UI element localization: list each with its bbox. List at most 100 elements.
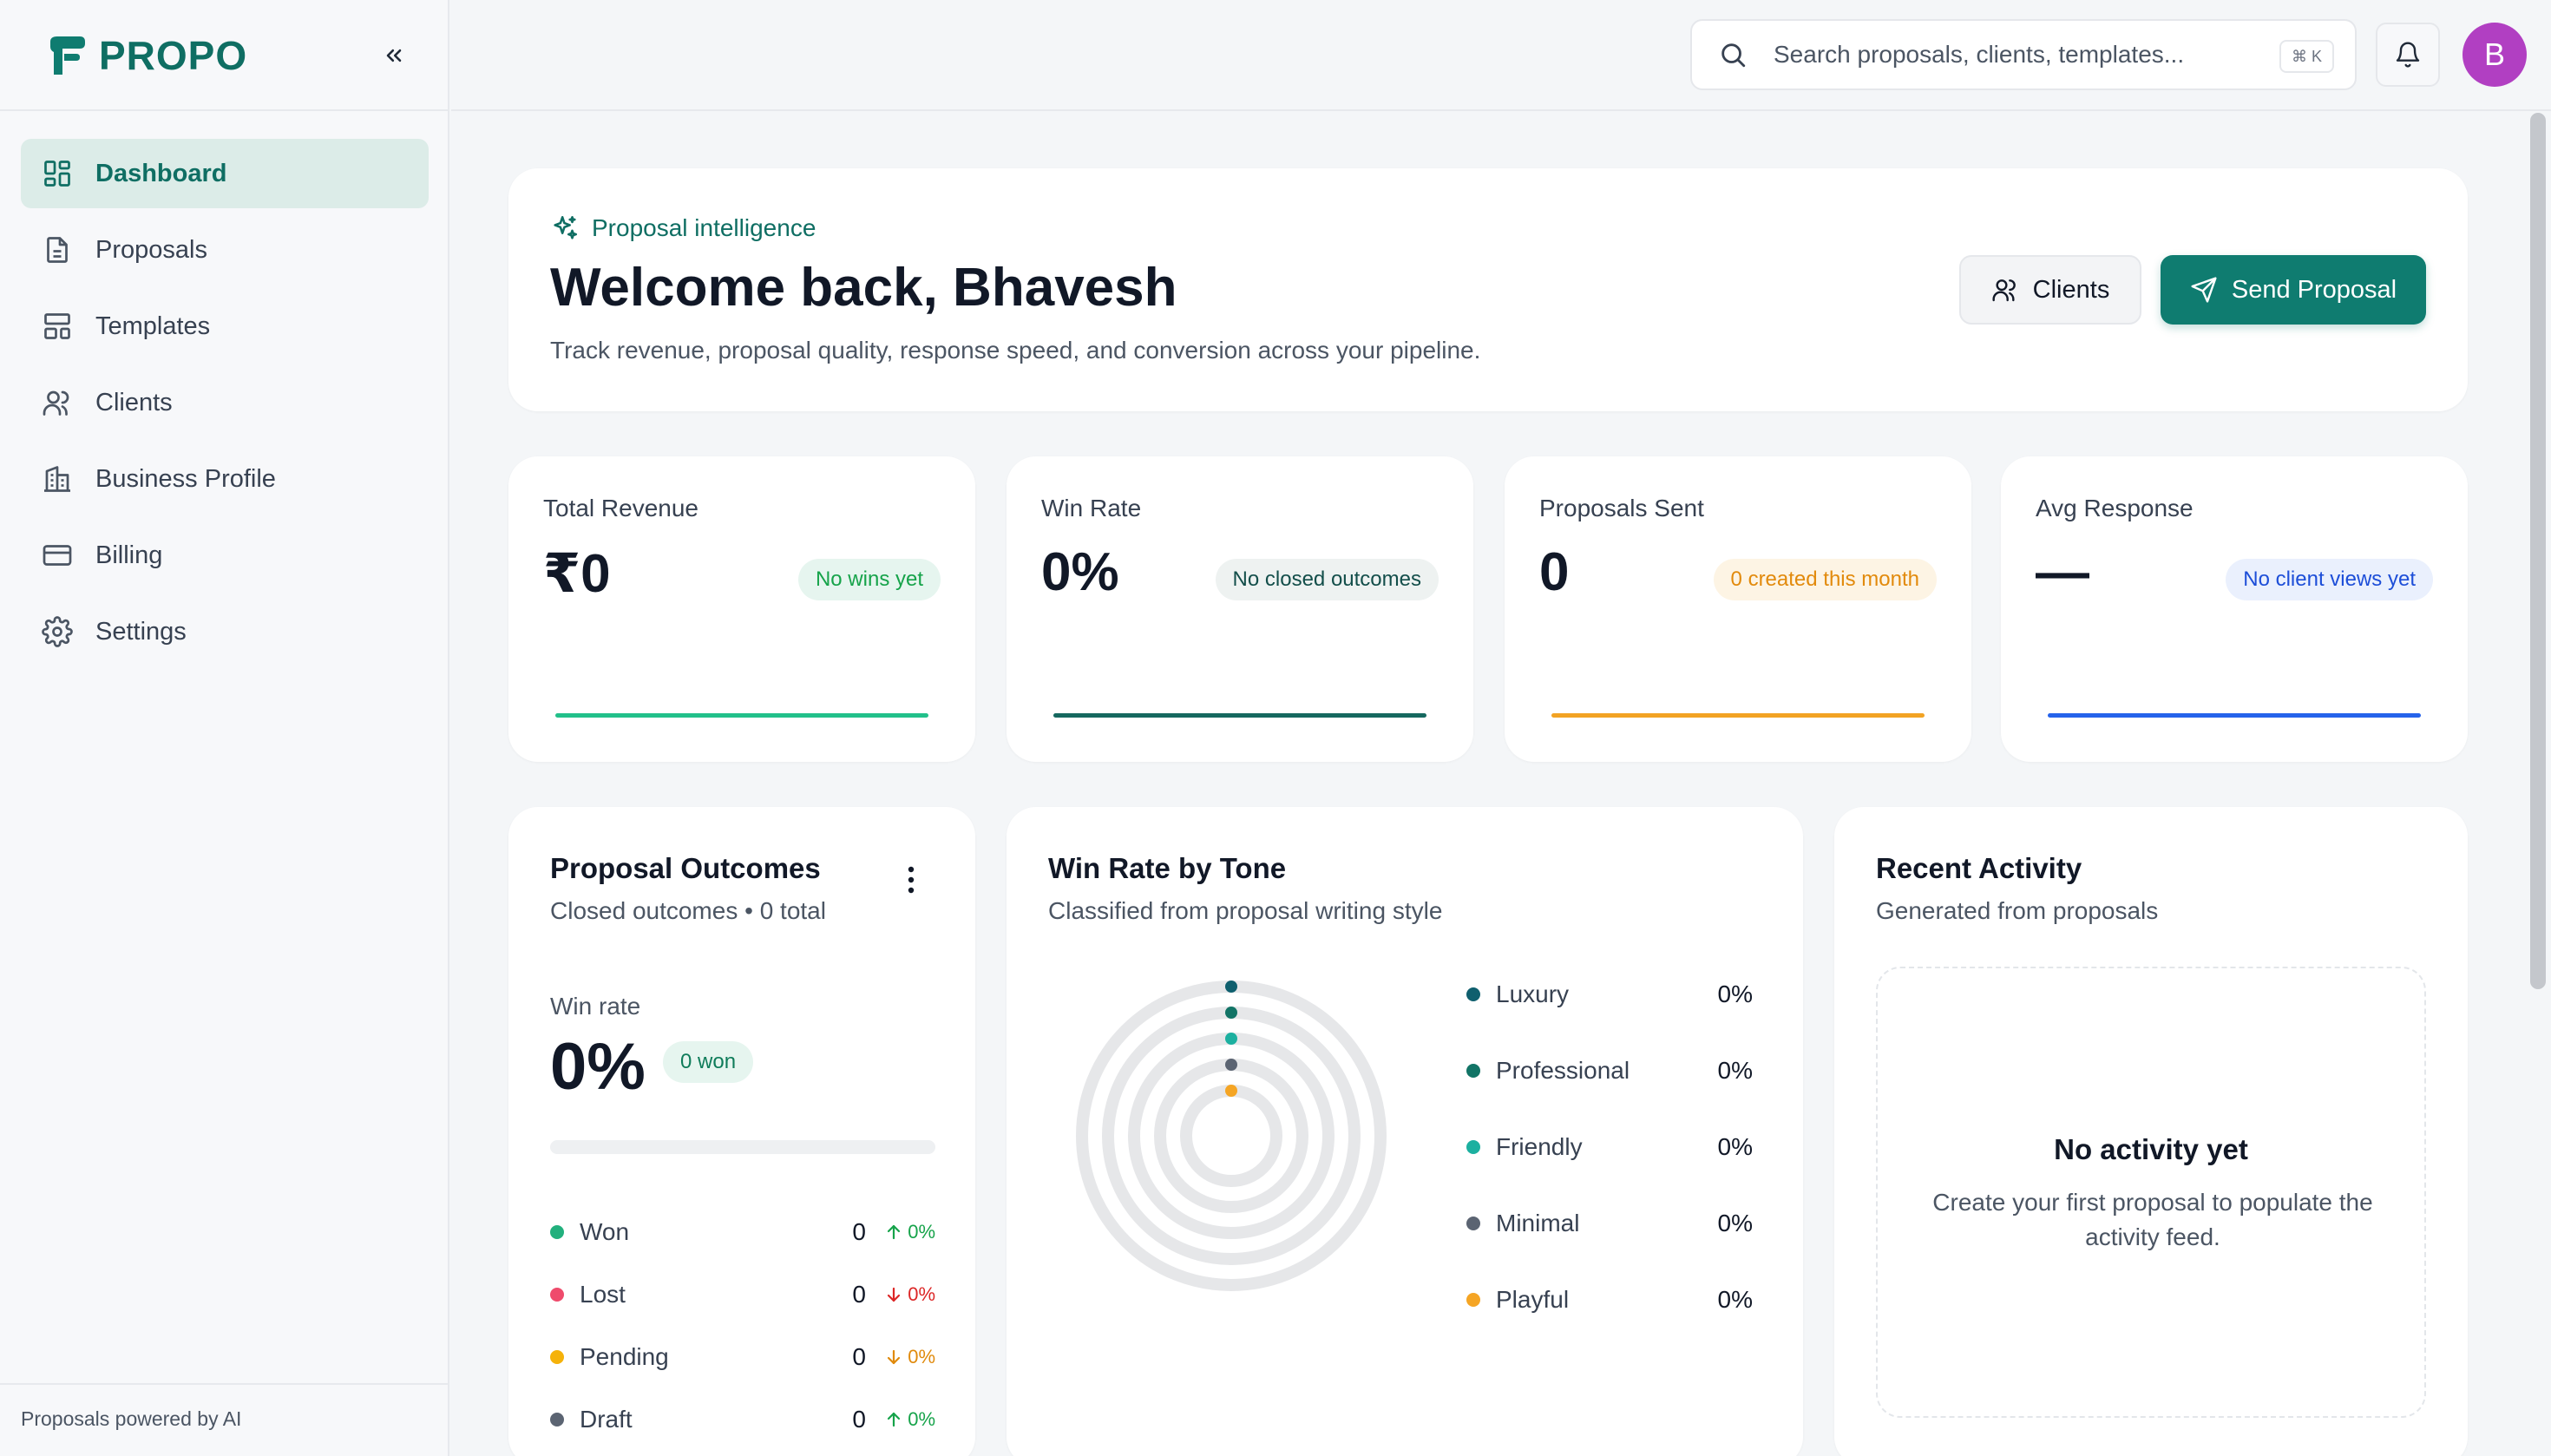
outcome-count: 0 [852,1218,866,1245]
sidebar-item-settings[interactable]: Settings [21,597,429,666]
tone-name: Friendly [1496,1133,1583,1160]
tone-legend-luxury: Luxury 0% [1466,977,1753,1012]
tone-legend-friendly: Friendly 0% [1466,1130,1753,1164]
document-icon [47,237,68,263]
arrow-up-icon [888,1412,901,1427]
search-icon [1721,43,1746,68]
sidebar-item-billing[interactable]: Billing [21,521,429,590]
users-icon [1992,279,2016,302]
stat-label: Total Revenue [543,495,699,521]
divider [0,1383,449,1385]
status-badge: No wins yet [797,559,941,600]
stat-value: — [2036,542,2089,602]
page-subtitle: Track revenue, proposal quality, respons… [550,337,1481,364]
sidebar-item-proposals[interactable]: Proposals [21,215,429,285]
search-input[interactable] [1774,41,2259,69]
sidebar-item-business-profile[interactable]: Business Profile [21,444,429,514]
outcome-row-lost: Lost 0 0% [550,1277,935,1312]
sidebar-item-clients[interactable]: Clients [21,368,429,437]
panel-title: Win Rate by Tone [1048,852,1287,884]
hero-kicker-label: Proposal intelligence [592,214,816,241]
search-box[interactable]: ⌘ K [1690,19,2357,90]
more-options-icon[interactable] [906,862,916,897]
collapse-sidebar-button[interactable] [375,36,413,75]
tone-value-professional [1225,1007,1237,1019]
tone-name: Luxury [1496,981,1570,1007]
stat-label: Proposals Sent [1539,495,1704,521]
legend-dot [550,1350,564,1364]
tone-value-friendly [1225,1033,1237,1045]
panel-subtitle: Closed outcomes • 0 total [550,897,826,924]
sidebar-nav: Dashboard Proposals Templates Clients Bu… [21,139,429,673]
sidebar-footer-text: Proposals powered by AI [21,1407,242,1430]
tone-name: Playful [1496,1286,1570,1313]
outcome-row-draft: Draft 0 0% [550,1402,935,1437]
legend-dot [1466,1217,1480,1230]
sidebar-item-label: Clients [95,388,173,416]
divider [0,109,449,111]
sidebar-item-label: Proposals [95,235,207,264]
tone-ring-luxury [1076,981,1387,1291]
sidebar-item-dashboard[interactable]: Dashboard [21,139,429,208]
tone-value-minimal [1225,1059,1237,1071]
sidebar-item-label: Dashboard [95,159,227,187]
won-badge: 0 won [663,1041,754,1083]
avatar[interactable]: B [2462,23,2527,87]
legend-dot [1466,987,1480,1001]
empty-state-text: Create your first proposal to populate t… [1932,1189,2373,1250]
outcome-trend: 0% [866,1408,935,1431]
outcome-count: 0 [852,1343,866,1370]
notifications-button[interactable] [2376,23,2440,87]
sidebar-item-label: Billing [95,541,163,569]
stat-value: 0 [1539,542,1570,602]
clients-button[interactable]: Clients [1959,255,2141,325]
scrollbar-thumb[interactable] [2530,113,2546,989]
win-rate-progress [550,1140,935,1154]
stat-card-win-rate: Win Rate 0% No closed outcomes [1007,456,1473,762]
arrow-up-icon [888,1224,901,1240]
stat-sparkline [555,713,928,718]
clients-button-label: Clients [2032,275,2110,304]
stat-sparkline [1551,713,1925,718]
outcome-name: Draft [580,1406,633,1433]
send-proposal-button[interactable]: Send Proposal [2161,255,2426,325]
tone-ring-playful [1180,1085,1282,1187]
stat-label: Avg Response [2036,495,2194,521]
building-icon [44,466,70,492]
tone-percent: 0% [1717,1133,1753,1160]
arrow-down-icon [888,1349,901,1365]
brand-logo-icon [50,36,85,75]
proposal-outcomes-card: Proposal Outcomes Closed outcomes • 0 to… [508,807,975,1456]
win-rate-label: Win rate [550,993,641,1020]
tone-name: Professional [1496,1057,1630,1084]
tone-radial-chart [1076,981,1387,1291]
stat-value: 0% [1041,542,1119,602]
send-proposal-label: Send Proposal [2231,275,2397,304]
sidebar-item-label: Business Profile [95,464,276,493]
status-badge: No closed outcomes [1215,559,1439,600]
brand[interactable]: PROPO [45,30,247,82]
outcome-row-won: Won 0 0% [550,1215,935,1249]
tone-value-luxury [1225,981,1237,993]
shortcut-hint: ⌘ K [2279,40,2334,73]
empty-state-title: No activity yet [2054,1133,2248,1165]
tone-name: Minimal [1496,1210,1580,1236]
tone-legend-professional: Professional 0% [1466,1053,1753,1088]
panel-subtitle: Generated from proposals [1876,897,2159,924]
panel-subtitle: Classified from proposal writing style [1048,897,1443,924]
sidebar-item-label: Templates [95,312,211,340]
sidebar-item-templates[interactable]: Templates [21,292,429,361]
outcome-count: 0 [852,1281,866,1308]
outcome-count: 0 [852,1406,866,1433]
outcome-name: Won [580,1218,630,1245]
stat-card-avg-response: Avg Response — No client views yet [2001,456,2468,762]
sidebar: PROPO Dashboard Proposals Templates [0,0,449,1456]
topbar: ⌘ K B [451,0,2551,111]
sparkles-icon [554,215,578,239]
stat-sparkline [2048,713,2421,718]
outcome-trend: 0% [866,1346,935,1368]
bell-icon [2396,42,2420,68]
outcome-trend: 0% [866,1221,935,1243]
outcome-name: Lost [580,1281,626,1308]
page-title: Welcome back, Bhavesh [550,258,1177,318]
